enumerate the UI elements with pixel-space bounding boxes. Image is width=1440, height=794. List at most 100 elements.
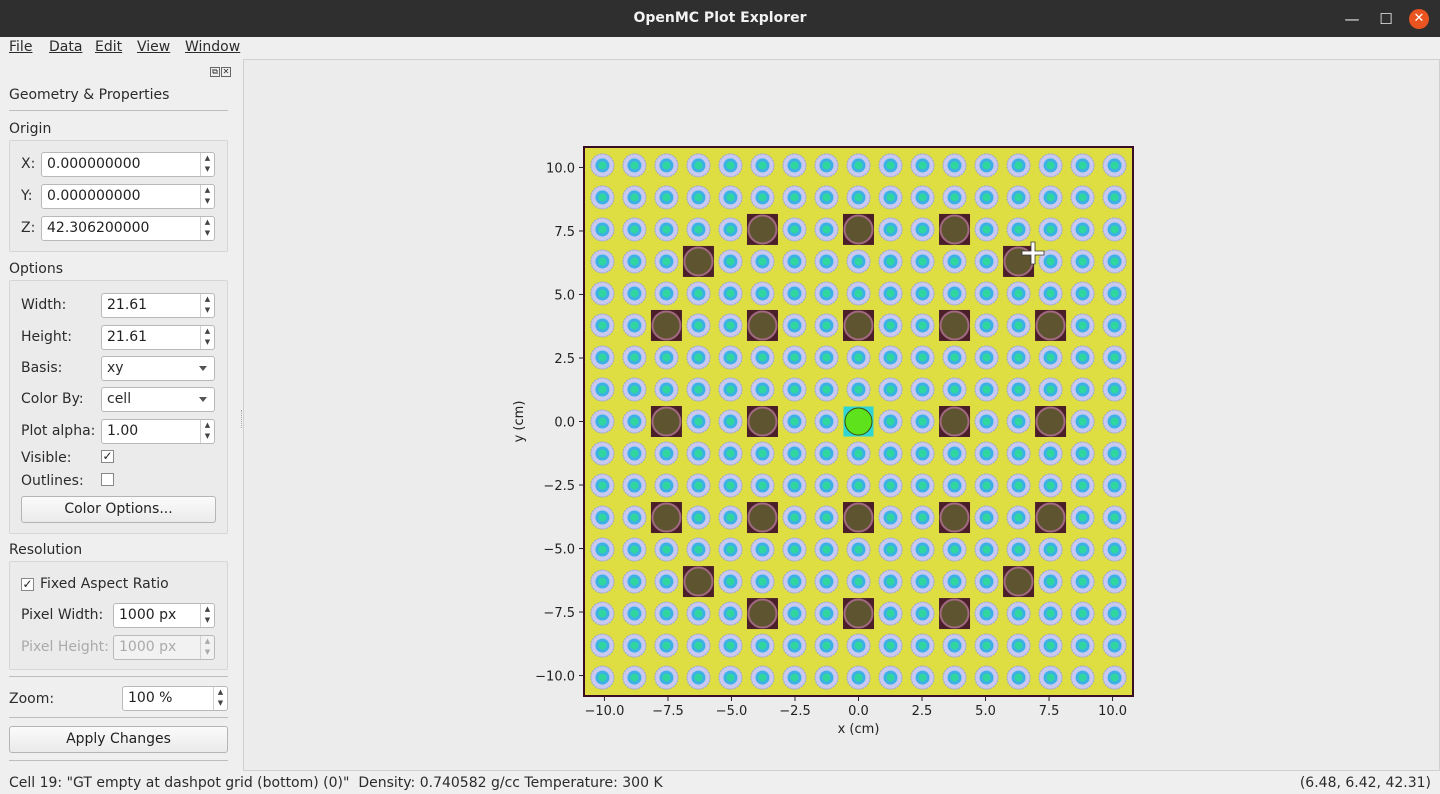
- fuel-pin: [790, 289, 799, 298]
- fuel-pin: [630, 609, 639, 618]
- y-tick-label: −7.5: [543, 606, 575, 621]
- height-spinbox[interactable]: 21.61 ▲ ▼: [101, 325, 215, 350]
- color-options-button[interactable]: Color Options...: [21, 496, 216, 523]
- fuel-pin: [630, 577, 639, 586]
- resolution-group: ✓ Fixed Aspect Ratio Pixel Width: 1000 p…: [9, 561, 228, 670]
- dock-splitter-handle[interactable]: [241, 410, 243, 428]
- zoom-spinbox[interactable]: 100 % ▲ ▼: [122, 686, 228, 711]
- geometry-plot[interactable]: −10.0 −7.5 −5.0 −2.5 0.0 2.5 5.0 7.5 10.0 10.0 7.5…: [244, 60, 1440, 772]
- colorby-combobox[interactable]: cell: [101, 387, 215, 412]
- fuel-pin: [822, 385, 831, 394]
- fuel-pin: [790, 257, 799, 266]
- menu-view[interactable]: View: [137, 39, 171, 55]
- menu-window[interactable]: Window: [185, 39, 241, 55]
- spin-arrows-icon[interactable]: ▲ ▼: [200, 185, 214, 208]
- minimize-button[interactable]: —: [1344, 10, 1360, 28]
- guide-tube: [939, 598, 970, 629]
- fuel-pin: [1078, 577, 1087, 586]
- spin-arrows-icon[interactable]: ▲ ▼: [213, 687, 227, 710]
- fuel-pin: [758, 449, 767, 458]
- fuel-pin: [886, 673, 895, 682]
- fuel-pin: [854, 449, 863, 458]
- spin-arrows-icon[interactable]: ▲ ▼: [200, 153, 214, 176]
- fuel-pin: [1046, 193, 1055, 202]
- fuel-pin: [1014, 161, 1023, 170]
- guide-tube: [651, 502, 682, 533]
- float-dock-icon[interactable]: ⧉: [210, 67, 220, 77]
- fuel-pin: [598, 225, 607, 234]
- guide-tube: [939, 502, 970, 533]
- fuel-pin: [694, 513, 703, 522]
- pixel-width-spinbox[interactable]: 1000 px ▲ ▼: [113, 603, 215, 628]
- menu-file[interactable]: File: [9, 39, 33, 55]
- title-bar: OpenMC Plot Explorer — ☐ ✕: [0, 0, 1440, 37]
- fuel-pin: [598, 609, 607, 618]
- menu-data[interactable]: Data: [49, 39, 83, 55]
- fuel-pin: [790, 417, 799, 426]
- outlines-checkbox[interactable]: [101, 473, 114, 486]
- fuel-pin: [886, 417, 895, 426]
- fuel-pin: [1110, 161, 1119, 170]
- guide-tube: [747, 598, 778, 629]
- width-spinbox[interactable]: 21.61 ▲ ▼: [101, 293, 215, 318]
- fuel-pin: [982, 161, 991, 170]
- fuel-pin: [758, 193, 767, 202]
- fuel-pin: [1110, 641, 1119, 650]
- fuel-pin: [1014, 481, 1023, 490]
- origin-z-spinbox[interactable]: 42.306200000 ▲ ▼: [41, 216, 215, 241]
- fuel-pin: [1110, 353, 1119, 362]
- fuel-pin: [854, 673, 863, 682]
- x-tick-label: −7.5: [652, 704, 684, 719]
- fuel-pin: [662, 385, 671, 394]
- fuel-pin: [758, 545, 767, 554]
- fuel-pin: [726, 225, 735, 234]
- apply-changes-button[interactable]: Apply Changes: [9, 726, 228, 753]
- basis-combobox[interactable]: xy: [101, 356, 215, 381]
- alpha-spinbox[interactable]: 1.00 ▲ ▼: [101, 419, 215, 444]
- x-tick-label: −2.5: [779, 704, 811, 719]
- dock-controls: ⧉ ✕: [210, 62, 232, 78]
- fuel-pin: [982, 193, 991, 202]
- fuel-pin: [1078, 449, 1087, 458]
- fuel-pin: [918, 257, 927, 266]
- fuel-pin: [886, 641, 895, 650]
- fuel-pin: [950, 385, 959, 394]
- fuel-pin: [694, 641, 703, 650]
- close-button[interactable]: ✕: [1409, 9, 1429, 29]
- height-label: Height:: [21, 329, 72, 345]
- fuel-pin: [822, 673, 831, 682]
- spin-arrows-icon[interactable]: ▲ ▼: [200, 420, 214, 443]
- plot-canvas-area[interactable]: −10.0 −7.5 −5.0 −2.5 0.0 2.5 5.0 7.5 10.0 10.0 7.5…: [243, 59, 1440, 771]
- fuel-pin: [886, 545, 895, 554]
- spin-arrows-icon[interactable]: ▲ ▼: [200, 326, 214, 349]
- fuel-pin: [886, 225, 895, 234]
- spin-arrows-icon[interactable]: ▲ ▼: [200, 604, 214, 627]
- origin-y-spinbox[interactable]: 0.000000000 ▲ ▼: [41, 184, 215, 209]
- fuel-pin: [630, 449, 639, 458]
- zoom-label: Zoom:: [9, 691, 55, 707]
- fixed-aspect-checkbox[interactable]: ✓: [21, 577, 34, 591]
- fuel-pin: [694, 609, 703, 618]
- x-label: X:: [21, 156, 36, 172]
- spin-arrows-icon[interactable]: ▲ ▼: [200, 217, 214, 240]
- window-title: OpenMC Plot Explorer: [633, 10, 807, 26]
- fuel-pin: [790, 353, 799, 362]
- fuel-pin: [662, 161, 671, 170]
- visible-checkbox[interactable]: ✓: [101, 449, 114, 463]
- fuel-pin: [950, 449, 959, 458]
- fuel-pin: [630, 321, 639, 330]
- fuel-pin: [598, 161, 607, 170]
- fuel-pin: [982, 289, 991, 298]
- maximize-button[interactable]: ☐: [1379, 10, 1393, 28]
- x-tick-label: 7.5: [1039, 704, 1060, 719]
- origin-x-spinbox[interactable]: 0.000000000 ▲ ▼: [41, 152, 215, 177]
- instrument-tube: [844, 407, 873, 436]
- fuel-pin: [982, 353, 991, 362]
- spin-arrows-icon[interactable]: ▲ ▼: [200, 294, 214, 317]
- close-dock-icon[interactable]: ✕: [221, 67, 231, 77]
- fuel-pin: [1078, 193, 1087, 202]
- menu-edit[interactable]: Edit: [95, 39, 123, 55]
- fuel-pin: [726, 385, 735, 394]
- fuel-pin: [598, 321, 607, 330]
- fuel-pin: [726, 289, 735, 298]
